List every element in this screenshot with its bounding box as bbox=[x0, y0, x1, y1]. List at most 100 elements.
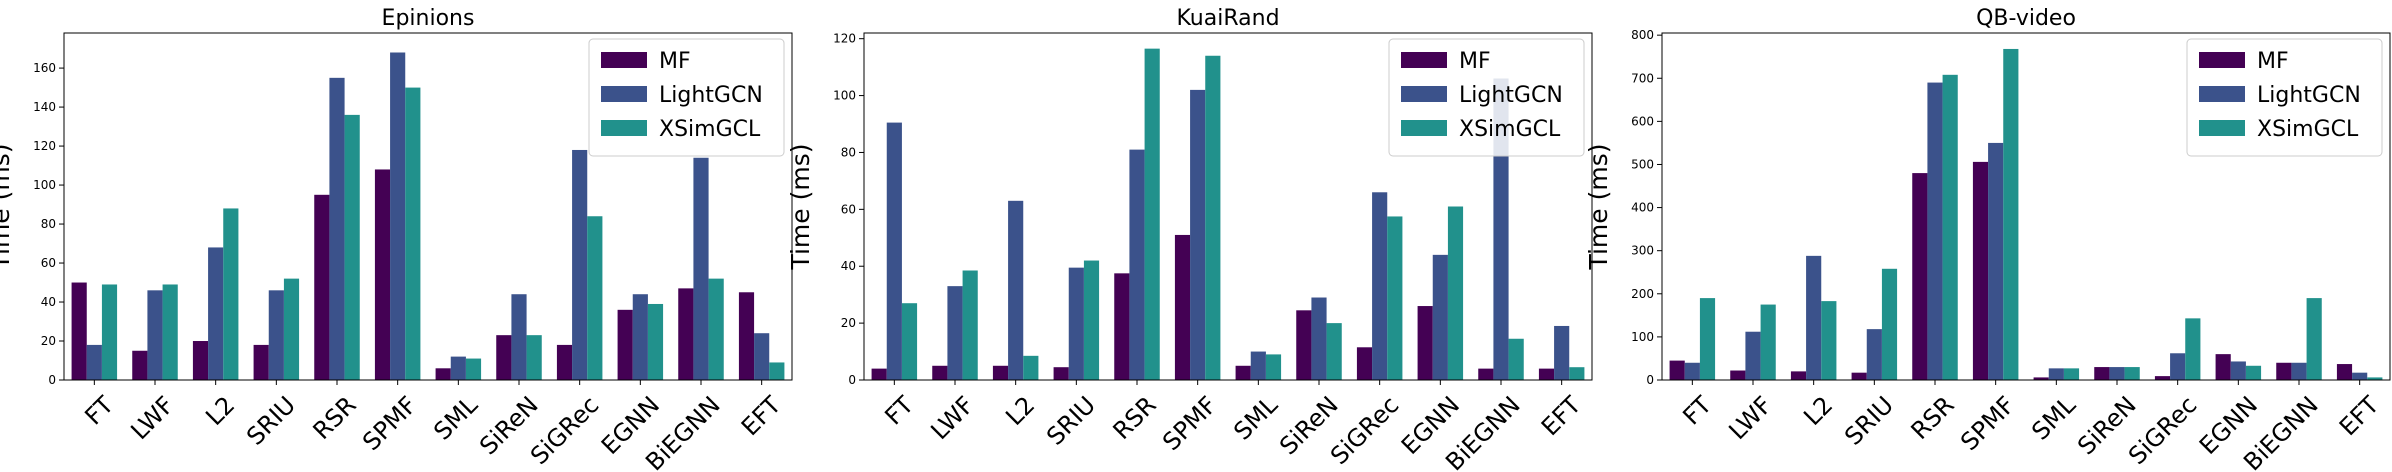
bar-mf-sml bbox=[2033, 377, 2049, 380]
bar-lightgcn-eft bbox=[754, 333, 770, 380]
bar-mf-lwf bbox=[932, 365, 948, 380]
chart-title: QB-video bbox=[1976, 6, 2076, 31]
bar-lightgcn-lwf bbox=[147, 290, 163, 380]
y-tick-label: 20 bbox=[41, 334, 56, 348]
bar-mf-egnn bbox=[2215, 354, 2231, 380]
bar-xsimgcl-rsr bbox=[1144, 48, 1160, 381]
bar-lightgcn-l2 bbox=[1806, 255, 1822, 380]
y-tick-label: 0 bbox=[48, 373, 56, 387]
plot-frame bbox=[863, 32, 1593, 381]
bar-lightgcn-spmf bbox=[390, 52, 406, 380]
bar-xsimgcl-biegnn bbox=[708, 278, 724, 380]
bar-lightgcn-lwf bbox=[947, 286, 963, 380]
bar-xsimgcl-sml bbox=[2063, 368, 2080, 380]
bar-xsimgcl-l2 bbox=[1023, 355, 1039, 380]
legend-label-lightgcn: LightGCN bbox=[2257, 83, 2361, 108]
bar-mf-biegnn bbox=[2276, 362, 2292, 380]
bar-xsimgcl-spmf bbox=[1205, 55, 1221, 381]
bar-xsimgcl-biegnn bbox=[2306, 298, 2322, 380]
legend-label-xsimgcl: XSimGCL bbox=[2257, 117, 2359, 142]
bar-xsimgcl-sriu bbox=[1083, 260, 1100, 380]
legend-label-mf: MF bbox=[659, 49, 691, 74]
bar-mf-spmf bbox=[374, 169, 391, 380]
bar-xsimgcl-rsr bbox=[1942, 74, 1958, 380]
bar-lightgcn-sml bbox=[450, 356, 466, 380]
y-tick-label: 120 bbox=[33, 139, 56, 153]
y-tick-label: 100 bbox=[33, 178, 56, 192]
bar-mf-ft bbox=[1669, 360, 1685, 380]
y-tick-label: 40 bbox=[841, 259, 856, 273]
bar-xsimgcl-biegnn bbox=[1508, 338, 1524, 380]
legend-label-mf: MF bbox=[2257, 49, 2289, 74]
legend-swatch-mf bbox=[601, 52, 647, 68]
legend-label-lightgcn: LightGCN bbox=[1459, 83, 1563, 108]
plot-frame bbox=[1661, 32, 2391, 381]
bar-xsimgcl-sriu bbox=[1881, 268, 1898, 380]
bar-mf-sml bbox=[1235, 365, 1251, 380]
bar-xsimgcl-lwf bbox=[962, 270, 978, 380]
bar-mf-sigrec bbox=[1356, 347, 1373, 380]
y-tick-label: 160 bbox=[33, 61, 56, 75]
y-tick-label: 800 bbox=[1631, 28, 1654, 42]
x-tick-label: L2 bbox=[200, 391, 240, 431]
bar-mf-rsr bbox=[1912, 173, 1928, 380]
bar-lightgcn-sigrec bbox=[1372, 192, 1388, 380]
legend-swatch-xsimgcl bbox=[1401, 120, 1447, 136]
bar-xsimgcl-egnn bbox=[2245, 365, 2262, 380]
y-tick-label: 40 bbox=[41, 295, 56, 309]
bar-mf-eft bbox=[2336, 364, 2353, 380]
y-tick-label: 700 bbox=[1631, 71, 1654, 85]
bar-lightgcn-eft bbox=[1554, 325, 1570, 380]
bar-xsimgcl-siren bbox=[1326, 323, 1342, 380]
bar-xsimgcl-eft bbox=[1569, 367, 1585, 380]
legend-swatch-mf bbox=[2199, 52, 2245, 68]
bar-lightgcn-sml bbox=[1250, 351, 1266, 380]
bar-lightgcn-spmf bbox=[1988, 142, 2004, 380]
bar-lightgcn-l2 bbox=[208, 247, 224, 380]
y-tick-label: 80 bbox=[41, 217, 56, 231]
bar-lightgcn-siren bbox=[1311, 297, 1327, 380]
chart-title: KuaiRand bbox=[1176, 6, 1279, 31]
bar-lightgcn-rsr bbox=[329, 77, 345, 380]
bar-mf-siren bbox=[496, 335, 512, 380]
bar-lightgcn-eft bbox=[2352, 372, 2368, 380]
legend: MF LightGCN XSimGCL bbox=[1388, 38, 1585, 157]
chart-panel-qb-video: QB-video Time (ms) 0 100 200 300 400 500 600 700 8… bbox=[1584, 6, 2391, 472]
bar-mf-eft bbox=[1538, 368, 1555, 380]
y-tick-label: 500 bbox=[1631, 157, 1654, 171]
legend-label-xsimgcl: XSimGCL bbox=[1459, 117, 1561, 142]
x-tick-label: EFT bbox=[1536, 391, 1587, 442]
bar-lightgcn-ft bbox=[86, 344, 102, 380]
x-tick-label: SiGRec bbox=[2123, 391, 2202, 470]
x-tick-label: SiGRec bbox=[525, 391, 604, 470]
y-axis-label: Time (ms) bbox=[0, 143, 15, 270]
bar-lightgcn-egnn bbox=[1432, 254, 1448, 380]
legend: MF LightGCN XSimGCL bbox=[2186, 38, 2383, 157]
bar-xsimgcl-rsr bbox=[344, 114, 360, 380]
bar-lightgcn-siren bbox=[2109, 367, 2125, 380]
bar-lightgcn-sigrec bbox=[2170, 353, 2186, 380]
bar-xsimgcl-lwf bbox=[1760, 304, 1776, 380]
y-tick-label: 120 bbox=[833, 32, 856, 46]
bar-xsimgcl-egnn bbox=[1447, 206, 1464, 380]
x-tick-label: SRIU bbox=[241, 391, 301, 451]
bar-lightgcn-egnn bbox=[632, 294, 648, 380]
bar-mf-ft bbox=[71, 282, 87, 380]
x-tick-label: SPMF bbox=[1157, 391, 1222, 456]
x-tick-label: RSR bbox=[308, 391, 362, 445]
bar-mf-sriu bbox=[253, 344, 269, 380]
bar-xsimgcl-eft bbox=[769, 362, 785, 380]
bar-mf-lwf bbox=[132, 350, 148, 380]
bar-mf-rsr bbox=[314, 194, 330, 380]
bar-xsimgcl-l2 bbox=[223, 208, 239, 380]
y-tick-label: 60 bbox=[841, 202, 856, 216]
x-tick-label: SPMF bbox=[1955, 391, 2020, 456]
bar-xsimgcl-sigrec bbox=[587, 216, 603, 380]
legend: MF LightGCN XSimGCL bbox=[588, 38, 785, 157]
bar-lightgcn-rsr bbox=[1129, 149, 1145, 380]
bar-mf-sriu bbox=[1053, 367, 1069, 380]
plot-frame bbox=[63, 32, 793, 381]
bar-mf-ft bbox=[871, 368, 887, 380]
bar-mf-spmf bbox=[1972, 161, 1989, 380]
